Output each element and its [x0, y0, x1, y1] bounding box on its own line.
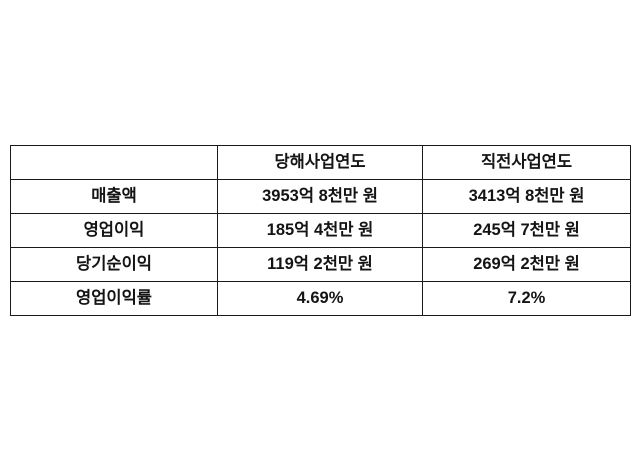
- table-body: 매출액 3953억 8천만 원 3413억 8천만 원 영업이익 185억 4천…: [10, 179, 631, 316]
- column-header-previous-fiscal-year: 직전사업연도: [422, 145, 631, 180]
- table-header: 당해사업연도 직전사업연도: [10, 145, 631, 180]
- table-corner-cell: [10, 145, 218, 180]
- cell-revenue-current: 3953억 8천만 원: [217, 179, 423, 214]
- table-row: 영업이익 185억 4천만 원 245억 7천만 원: [10, 213, 631, 248]
- cell-operating-profit-previous: 245억 7천만 원: [422, 213, 631, 248]
- cell-operating-margin-current: 4.69%: [217, 281, 423, 316]
- financial-summary-table: 당해사업연도 직전사업연도 매출액 3953억 8천만 원 3413억 8천만 …: [10, 145, 631, 316]
- table-row: 당기순이익 119억 2천만 원 269억 2천만 원: [10, 247, 631, 282]
- row-label-net-income: 당기순이익: [10, 247, 218, 282]
- table-header-row: 당해사업연도 직전사업연도: [10, 145, 631, 180]
- cell-operating-profit-current: 185억 4천만 원: [217, 213, 423, 248]
- row-label-revenue: 매출액: [10, 179, 218, 214]
- cell-net-income-previous: 269억 2천만 원: [422, 247, 631, 282]
- cell-operating-margin-previous: 7.2%: [422, 281, 631, 316]
- table-row: 영업이익률 4.69% 7.2%: [10, 281, 631, 316]
- financial-summary-table-container: 당해사업연도 직전사업연도 매출액 3953억 8천만 원 3413억 8천만 …: [10, 145, 631, 316]
- row-label-operating-profit: 영업이익: [10, 213, 218, 248]
- row-label-operating-margin: 영업이익률: [10, 281, 218, 316]
- table-row: 매출액 3953억 8천만 원 3413억 8천만 원: [10, 179, 631, 214]
- column-header-current-fiscal-year: 당해사업연도: [217, 145, 423, 180]
- cell-net-income-current: 119억 2천만 원: [217, 247, 423, 282]
- cell-revenue-previous: 3413억 8천만 원: [422, 179, 631, 214]
